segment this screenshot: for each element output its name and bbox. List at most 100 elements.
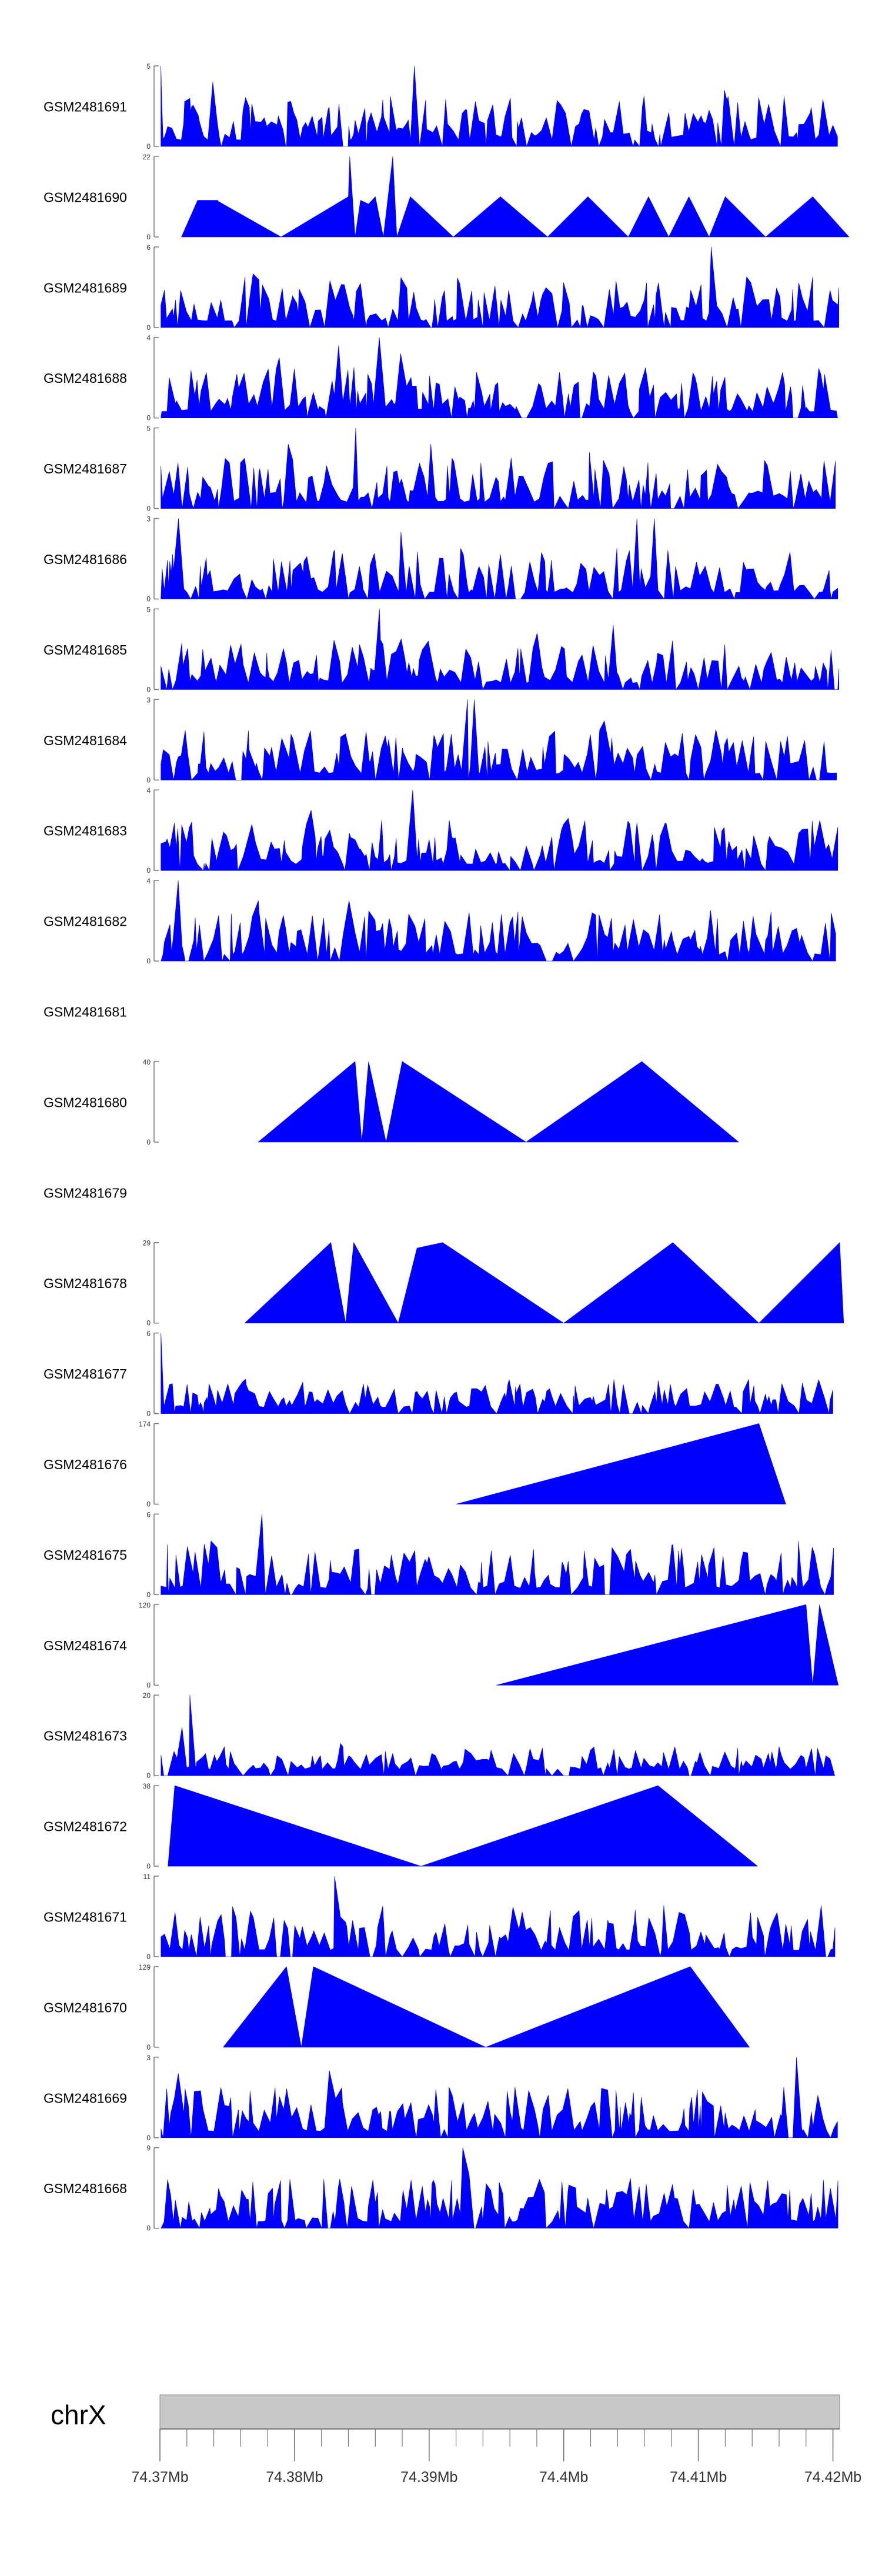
track-GSM2481687: GSM2481687 5 0 [44,425,836,513]
y-tick-label-min: 0 [146,685,151,693]
signal-area [222,1966,750,2048]
track-GSM2481678: GSM2481678 29 0 [44,1239,844,1327]
y-tick-label-max: 9 [146,2144,151,2153]
track-GSM2481673: GSM2481673 20 0 [44,1691,836,1780]
track-GSM2481685: GSM2481685 5 0 [44,605,839,693]
track-label: GSM2481670 [44,2000,127,2015]
y-tick-label-min: 0 [146,1138,151,1146]
track-GSM2481690: GSM2481690 22 0 [44,153,850,241]
y-tick-label-max: 129 [139,1963,151,1971]
track-GSM2481688: GSM2481688 4 0 [44,334,838,422]
genome-tick-label: 74.41Mb [670,2469,727,2485]
chromosome-label: chrX [51,2400,106,2430]
y-tick-label-max: 5 [146,62,151,71]
signal-area [244,1242,844,1324]
y-tick-label-max: 22 [143,153,151,161]
y-tick-label-min: 0 [146,233,151,241]
track-GSM2481670: GSM2481670 129 0 [44,1963,750,2051]
signal-area [161,1695,836,1777]
track-label: GSM2481675 [44,1547,127,1563]
track-label: GSM2481672 [44,1819,127,1834]
track-GSM2481671: GSM2481671 11 0 [44,1873,836,1961]
genome-tick-label: 74.4Mb [539,2469,588,2485]
track-label: GSM2481688 [44,371,127,386]
track-GSM2481681: GSM2481681 [44,1005,127,1020]
y-tick-label-max: 6 [146,1510,151,1519]
y-tick-label-max: 6 [146,243,151,252]
y-tick-label-max: 11 [143,1873,151,1881]
signal-area [161,246,839,328]
track-GSM2481675: GSM2481675 6 0 [44,1510,834,1599]
y-tick-label-min: 0 [146,1500,151,1509]
track-label: GSM2481673 [44,1729,127,1744]
track-GSM2481686: GSM2481686 3 0 [44,515,838,603]
genome-tick-label: 74.39Mb [400,2469,457,2485]
signal-area [161,880,836,962]
track-label: GSM2481682 [44,914,127,929]
track-label: GSM2481668 [44,2181,127,2196]
signal-area [181,156,850,238]
y-tick-label-min: 0 [146,2043,151,2051]
signal-area [168,1785,759,1867]
y-tick-label-min: 0 [146,2224,151,2233]
y-tick-label-max: 38 [143,1782,151,1790]
track-GSM2481682: GSM2481682 4 0 [44,877,836,965]
track-label: GSM2481685 [44,642,127,658]
genome-tick-label: 74.37Mb [131,2469,188,2485]
y-tick-label-max: 5 [146,425,151,433]
signal-area [258,1061,740,1143]
y-tick-label-min: 0 [146,505,151,513]
track-label: GSM2481681 [44,1005,127,1020]
signal-area [161,1333,833,1414]
track-label: GSM2481684 [44,733,127,748]
y-tick-label-min: 0 [146,1862,151,1870]
y-tick-label-max: 3 [146,696,151,704]
y-tick-label-min: 0 [146,142,151,151]
track-label: GSM2481690 [44,189,127,205]
track-GSM2481669: GSM2481669 3 0 [44,2054,838,2142]
y-tick-label-max: 20 [143,1691,151,1700]
signal-tracks: GSM248169150GSM2481690220GSM248168960GSM… [44,62,850,2233]
track-label: GSM2481671 [44,1910,127,1925]
signal-area [456,1423,786,1504]
track-GSM2481689: GSM2481689 6 0 [44,243,839,332]
track-label: GSM2481676 [44,1457,127,1472]
signal-area [161,2057,838,2138]
track-label: GSM2481669 [44,2090,127,2105]
signal-area [161,699,837,781]
y-tick-label-min: 0 [146,2134,151,2142]
track-GSM2481674: GSM2481674 120 0 [44,1601,839,1689]
signal-area [161,65,838,148]
signal-area [496,1604,839,1686]
y-tick-label-max: 4 [146,786,151,795]
y-tick-label-min: 0 [146,1953,151,1961]
y-tick-label-min: 0 [146,1681,151,1689]
y-tick-label-max: 4 [146,334,151,342]
y-tick-label-max: 4 [146,877,151,885]
track-GSM2481679: GSM2481679 [44,1185,127,1200]
track-GSM2481684: GSM2481684 3 0 [44,696,837,784]
track-GSM2481676: GSM2481676 174 0 [44,1420,786,1509]
y-tick-label-min: 0 [146,595,151,603]
signal-area [161,428,836,509]
track-GSM2481677: GSM2481677 6 0 [44,1330,833,1418]
y-tick-label-min: 0 [146,1590,151,1599]
genome-axis: chrX 74.37Mb 74.38Mb 74.39Mb 74.4Mb 74.41Mb 7… [51,2394,861,2485]
y-tick-label-min: 0 [146,323,151,332]
y-tick-label-min: 0 [146,957,151,965]
track-label: GSM2481677 [44,1366,127,1382]
track-GSM2481680: GSM2481680 40 0 [44,1058,740,1146]
genome-tick-label: 74.38Mb [266,2469,323,2485]
y-tick-label-max: 174 [139,1420,151,1429]
y-tick-label-min: 0 [146,1410,151,1418]
genome-tick-label: 74.42Mb [804,2469,861,2485]
y-tick-label-max: 5 [146,605,151,613]
track-GSM2481668: GSM2481668 9 0 [44,2144,838,2233]
track-label: GSM2481679 [44,1185,127,1200]
track-label: GSM2481689 [44,280,127,295]
chromosome-ideogram [159,2394,840,2430]
signal-area [161,1876,836,1957]
y-tick-label-max: 3 [146,515,151,523]
y-tick-label-max: 6 [146,1330,151,1338]
